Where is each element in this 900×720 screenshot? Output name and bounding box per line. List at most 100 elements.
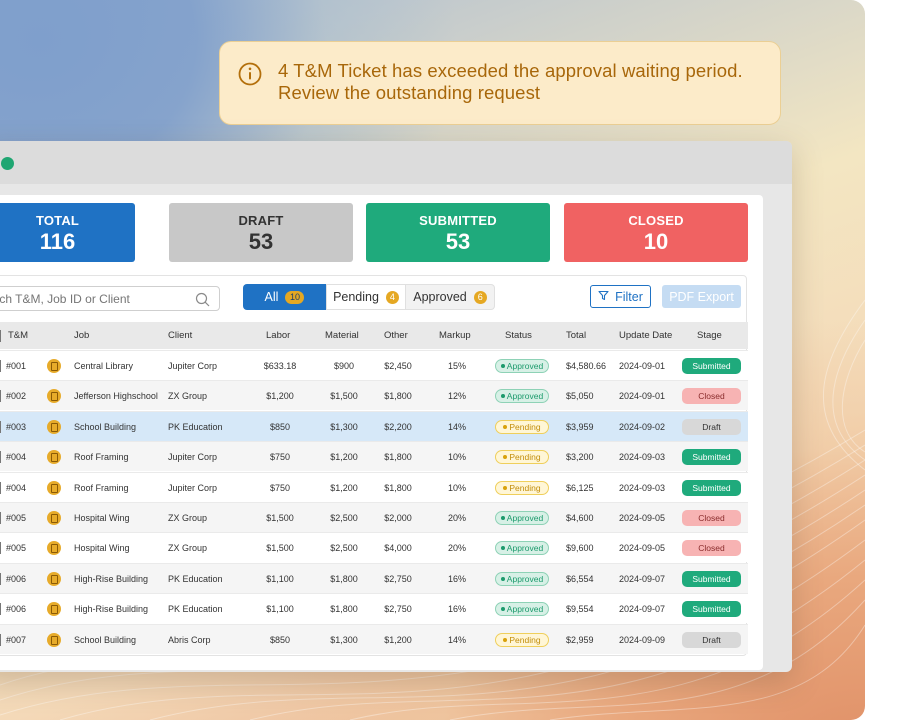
stat-card-total[interactable]: TOTAL 116 xyxy=(0,203,135,262)
status-label: Pending xyxy=(509,421,541,432)
row-checkbox[interactable] xyxy=(0,572,1,585)
stage-badge[interactable]: Closed xyxy=(682,388,741,405)
cell-update-date: 2024-09-03 xyxy=(619,452,666,463)
column-header-labor[interactable]: Labor xyxy=(266,330,291,341)
column-header-job[interactable]: Job xyxy=(74,330,90,341)
stage-badge[interactable]: Submitted xyxy=(682,449,741,466)
approval-warning-banner: 4 T&M Ticket has exceeded the approval w… xyxy=(219,41,781,125)
cell-other: $4,000 xyxy=(384,543,412,554)
window-control-dot[interactable] xyxy=(1,157,14,170)
table-row[interactable]: #005 Hospital Wing ZX Group $1,500 $2,500 $2,… xyxy=(0,502,748,532)
status-dot xyxy=(503,424,508,429)
cell-labor: $1,500 xyxy=(266,513,294,523)
column-header-tm[interactable]: T&M xyxy=(8,330,29,341)
tab-pending[interactable]: Pending 4 xyxy=(326,284,406,310)
row-checkbox[interactable] xyxy=(0,451,1,464)
cell-tm-id[interactable]: #005 xyxy=(6,543,27,554)
column-header-markup[interactable]: Markup xyxy=(439,330,471,341)
cell-tm-id[interactable]: #006 xyxy=(6,604,27,615)
row-checkbox[interactable] xyxy=(0,420,1,433)
stage-badge[interactable]: Draft xyxy=(682,418,741,435)
table-row[interactable]: #007 School Building Abris Corp $850 $1,300 $… xyxy=(0,623,748,654)
cell-job: Hospital Wing xyxy=(74,543,130,554)
column-header-material[interactable]: Material xyxy=(325,330,359,341)
row-checkbox[interactable] xyxy=(0,390,1,403)
cell-labor: $850 xyxy=(269,421,291,432)
status-dot xyxy=(500,364,505,368)
stage-badge[interactable]: Closed xyxy=(682,540,741,557)
column-header-update-date[interactable]: Update Date xyxy=(619,330,673,341)
stat-card-closed[interactable]: CLOSED 10 xyxy=(564,203,748,262)
cell-markup: 20% xyxy=(447,513,467,523)
cell-material: $1,800 xyxy=(330,573,358,584)
tab-label: Pending xyxy=(333,290,379,304)
column-header-stage[interactable]: Stage xyxy=(697,330,722,341)
cell-total: $3,200 xyxy=(566,452,594,463)
column-header-status[interactable]: Status xyxy=(505,330,532,341)
cell-labor: $1,100 xyxy=(266,604,294,615)
column-header-other[interactable]: Other xyxy=(384,330,408,341)
status-label: Approved xyxy=(506,361,544,371)
row-checkbox[interactable] xyxy=(0,603,1,616)
stat-label: DRAFT xyxy=(238,213,284,228)
cell-material: $1,200 xyxy=(330,482,358,493)
table-row[interactable]: #004 Roof Framing Jupiter Corp $750 $1,200 $1… xyxy=(0,471,748,502)
status-dot xyxy=(500,576,505,581)
cell-job: Jefferson Highschool xyxy=(74,391,158,402)
cell-tm-id[interactable]: #004 xyxy=(6,482,27,493)
ticket-icon xyxy=(47,359,61,373)
pdf-export-button[interactable]: PDF Export xyxy=(662,285,741,308)
table-row[interactable]: #004 Roof Framing Jupiter Corp $750 $1,200 $1… xyxy=(0,441,748,472)
stage-badge[interactable]: Submitted xyxy=(682,601,741,618)
table-row[interactable]: #005 Hospital Wing ZX Group $1,500 $2,500 $4,… xyxy=(0,532,748,563)
filter-button[interactable]: Filter xyxy=(590,285,651,308)
cell-other: $2,000 xyxy=(384,513,412,523)
row-checkbox[interactable] xyxy=(0,542,1,555)
cell-tm-id[interactable]: #003 xyxy=(6,421,27,432)
table-row[interactable]: #002 Jefferson Highschool ZX Group $1,200 $1… xyxy=(0,380,748,411)
select-all-checkbox[interactable] xyxy=(0,330,1,342)
stage-badge[interactable]: Submitted xyxy=(682,479,741,496)
status-label: Approved xyxy=(506,391,544,402)
cell-tm-id[interactable]: #001 xyxy=(6,361,27,371)
cell-other: $2,450 xyxy=(384,361,412,371)
row-checkbox[interactable] xyxy=(0,481,1,494)
row-checkbox[interactable] xyxy=(0,360,1,372)
cell-client: PK Education xyxy=(168,604,223,615)
stat-card-draft[interactable]: DRAFT 53 xyxy=(169,203,353,262)
search-icon[interactable] xyxy=(195,292,210,310)
cell-tm-id[interactable]: #005 xyxy=(6,513,27,523)
search-box[interactable] xyxy=(0,286,220,311)
cell-tm-id[interactable]: #006 xyxy=(6,573,27,584)
tab-approved[interactable]: Approved 6 xyxy=(406,284,495,310)
tab-label: Approved xyxy=(413,290,467,304)
cell-total: $4,580.66 xyxy=(566,361,607,371)
table-row[interactable]: #001 Central Library Jupiter Corp $633.18 $9… xyxy=(0,350,748,380)
cell-tm-id[interactable]: #004 xyxy=(6,452,27,463)
stat-label: SUBMITTED xyxy=(419,213,497,228)
status-badge: Approved xyxy=(495,359,549,373)
stage-badge[interactable]: Closed xyxy=(682,510,741,526)
stage-badge[interactable]: Submitted xyxy=(682,358,741,374)
status-dot xyxy=(503,637,508,642)
search-input[interactable] xyxy=(0,292,180,306)
stage-badge[interactable]: Draft xyxy=(682,631,741,648)
cell-tm-id[interactable]: #007 xyxy=(6,634,27,645)
row-checkbox[interactable] xyxy=(0,512,1,524)
tab-all[interactable]: All 10 xyxy=(243,284,326,310)
row-checkbox[interactable] xyxy=(0,633,1,646)
status-dot xyxy=(500,607,505,612)
cell-material: $1,300 xyxy=(330,421,358,432)
table-row[interactable]: #003 School Building PK Education $850 $1,30… xyxy=(0,410,748,441)
status-label: Approved xyxy=(506,573,544,584)
status-label: Approved xyxy=(506,543,544,554)
stat-card-submitted[interactable]: SUBMITTED 53 xyxy=(366,203,550,262)
table-row[interactable]: #006 High-Rise Building PK Education $1,100… xyxy=(0,593,748,624)
table-row[interactable]: #006 High-Rise Building PK Education $1,100… xyxy=(0,562,748,593)
cell-tm-id[interactable]: #002 xyxy=(6,391,27,402)
stat-value: 116 xyxy=(39,229,76,254)
cell-job: Central Library xyxy=(74,361,134,371)
column-header-client[interactable]: Client xyxy=(168,330,193,341)
stage-badge[interactable]: Submitted xyxy=(682,570,741,587)
column-header-total[interactable]: Total xyxy=(566,330,587,341)
